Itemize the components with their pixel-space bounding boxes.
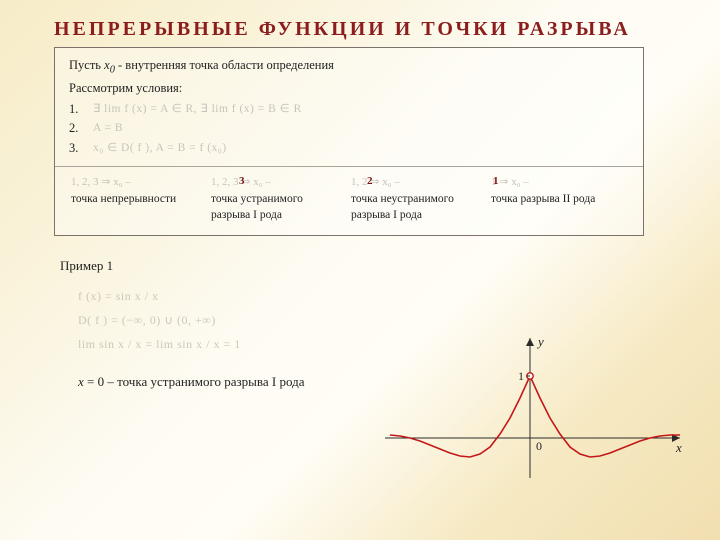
example-formula-1: f (x) = sin x / x bbox=[78, 284, 684, 308]
class1-hdr: 3 1, 2, 3 ⇒ x₀ – bbox=[211, 176, 271, 188]
intro-text: Пусть bbox=[69, 58, 104, 72]
condition-1: 1. ∃ lim f (x) = A ∈ R, ∃ lim f (x) = B … bbox=[69, 100, 629, 119]
class2-hdr-text: 1, 2 ⇒ x₀ – bbox=[351, 176, 400, 188]
class-continuity: 1, 2, 3 ⇒ x₀ – точка непрерывности bbox=[69, 173, 209, 225]
class-nonremovable: 2 1, 2 ⇒ x₀ – точка неустранимого разрыв… bbox=[349, 173, 489, 225]
conditions: 1. ∃ lim f (x) = A ∈ R, ∃ lim f (x) = B … bbox=[69, 100, 629, 158]
y-axis-arrow bbox=[526, 338, 534, 346]
class1-badge: 3 bbox=[239, 174, 245, 189]
condition-2: 2. A = B bbox=[69, 119, 629, 138]
curve bbox=[390, 376, 680, 457]
class3-label: точка разрыва II рода bbox=[491, 192, 623, 208]
cond3-text: x₀ ∈ D( f ), A = B = f (x₀) bbox=[93, 140, 227, 158]
sinc-graph: 1 0 x y bbox=[380, 328, 690, 488]
cond1-text: ∃ lim f (x) = A ∈ R, ∃ lim f (x) = B ∈ R bbox=[93, 101, 302, 119]
class0-label: точка непрерывности bbox=[71, 192, 203, 208]
divider bbox=[55, 166, 643, 167]
intro-rest: - внутренняя точка области определения bbox=[115, 58, 334, 72]
condition-3: 3. x₀ ∈ D( f ), A = B = f (x₀) bbox=[69, 139, 629, 158]
cond3-num: 3. bbox=[69, 139, 85, 158]
class-removable: 3 1, 2, 3 ⇒ x₀ – точка устранимого разры… bbox=[209, 173, 349, 225]
class-second-kind: 1 1 ⇒ x₀ – точка разрыва II рода bbox=[489, 173, 629, 225]
concl-text: = 0 – точка устранимого разрыва I рода bbox=[84, 374, 305, 389]
class2-badge: 2 bbox=[367, 174, 373, 189]
cond2-num: 2. bbox=[69, 119, 85, 138]
example-title: Пример 1 bbox=[60, 258, 684, 274]
intro-line-1: Пусть x0 - внутренняя точка области опре… bbox=[69, 56, 629, 79]
classification-row: 1, 2, 3 ⇒ x₀ – точка непрерывности 3 1, … bbox=[69, 173, 629, 225]
definition-box: Пусть x0 - внутренняя точка области опре… bbox=[54, 47, 644, 236]
label-zero: 0 bbox=[536, 439, 542, 453]
cond2-text: A = B bbox=[93, 120, 123, 138]
class1-label: точка устранимого разрыва I рода bbox=[211, 192, 343, 223]
class0-hdr: 1, 2, 3 ⇒ x₀ – bbox=[71, 176, 131, 188]
label-x: x bbox=[675, 440, 682, 455]
intro-line-2: Рассмотрим условия: bbox=[69, 79, 629, 98]
page-title: НЕПРЕРЫВНЫЕ ФУНКЦИИ И ТОЧКИ РАЗРЫВА bbox=[54, 18, 684, 41]
class2-label: точка неустранимого разрыва I рода bbox=[351, 192, 483, 223]
cond1-num: 1. bbox=[69, 100, 85, 119]
class3-badge: 1 bbox=[493, 174, 499, 189]
label-one: 1 bbox=[518, 369, 524, 383]
label-y: y bbox=[536, 334, 544, 349]
